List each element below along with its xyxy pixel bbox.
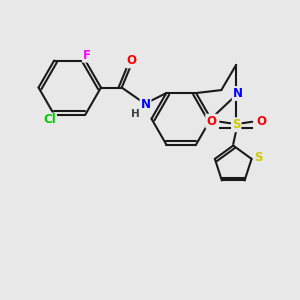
Text: N: N xyxy=(140,98,151,111)
Text: F: F xyxy=(83,49,91,62)
Text: S: S xyxy=(232,118,240,131)
Text: O: O xyxy=(206,115,216,128)
Text: S: S xyxy=(254,151,262,164)
Text: O: O xyxy=(127,54,136,67)
Text: N: N xyxy=(233,87,243,100)
Text: O: O xyxy=(256,115,266,128)
Text: Cl: Cl xyxy=(43,113,56,127)
Text: H: H xyxy=(131,109,140,119)
